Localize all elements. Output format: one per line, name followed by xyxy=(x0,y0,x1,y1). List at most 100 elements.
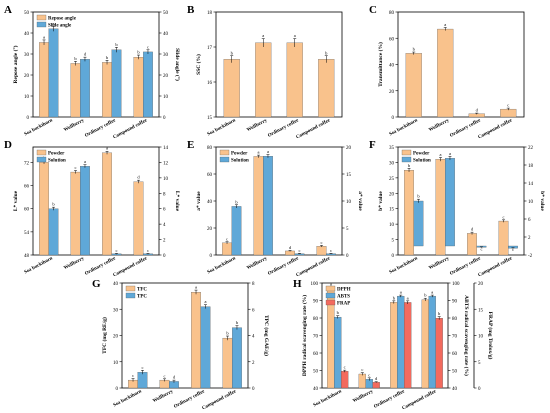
significance-letter: b xyxy=(438,311,441,316)
y-right-tick-label: 80 xyxy=(452,317,458,322)
y-right-tick-label: 6 xyxy=(163,208,166,213)
category-label: Compound coffee xyxy=(478,256,514,278)
y-right-tick-label: 90 xyxy=(452,300,458,305)
significance-letter: c xyxy=(75,165,77,170)
significance-letter: c xyxy=(321,240,323,245)
significance-letter: d xyxy=(471,227,474,232)
significance-letter: a xyxy=(195,285,197,290)
significance-letter: c xyxy=(164,373,166,378)
y-far-right-tick-label: 15 xyxy=(478,308,484,313)
significance-letter: a xyxy=(204,299,206,304)
panel-label: C xyxy=(369,4,377,16)
y-tick-label: 30 xyxy=(389,161,395,166)
category-label: Sea buckthorn xyxy=(389,118,419,137)
y-right-tick-label: -2 xyxy=(528,254,533,259)
panel-label: G xyxy=(92,278,101,290)
legend-swatch xyxy=(401,149,412,156)
bar xyxy=(143,51,153,118)
legend-swatch xyxy=(36,21,47,28)
significance-letter: b xyxy=(424,293,427,298)
significance-letter: b xyxy=(235,199,238,204)
y-right-tick-label: 14 xyxy=(528,182,534,187)
legend-swatch xyxy=(36,14,47,21)
plot-frame xyxy=(32,11,160,118)
bar xyxy=(318,59,335,118)
y-right-axis-label: Slide angle (°) xyxy=(174,48,181,81)
panel-label: E xyxy=(187,139,194,151)
significance-letter: a xyxy=(262,33,264,38)
y-right-axis-label: L* value xyxy=(174,191,180,212)
y-right-tick-label: 22 xyxy=(528,146,534,151)
category-label: Wolfberry xyxy=(428,118,450,133)
significance-letter: d xyxy=(84,52,87,57)
y-tick-label: 90 xyxy=(313,300,319,305)
y-right-tick-label: 10 xyxy=(163,177,169,182)
y-tick-label: 30 xyxy=(24,53,30,58)
bar xyxy=(316,246,327,256)
category-label: Wolfberry xyxy=(152,389,174,404)
panel-D: D 48 54 60 66 72 L* value 0 2 4 6 8 10 12 14 L* value b c… xyxy=(4,139,180,278)
legend-label: Solution xyxy=(413,158,431,163)
y-right-axis-label: b* value xyxy=(539,191,545,211)
y-right-tick-label: 2 xyxy=(528,236,531,241)
significance-letter: a xyxy=(330,281,332,286)
panel-label: B xyxy=(187,4,195,16)
y-tick-label: 60 xyxy=(207,173,213,178)
y-right-tick-label: 6 xyxy=(528,218,531,223)
y-right-tick-label: 50 xyxy=(452,370,458,375)
y-right-tick-label: 40 xyxy=(452,387,458,392)
legend-swatch xyxy=(125,292,136,299)
bar xyxy=(435,318,443,389)
significance-letter: b xyxy=(115,42,118,47)
bar xyxy=(404,169,414,256)
category-label: Wolfberry xyxy=(352,389,374,404)
bar xyxy=(48,208,59,256)
legend-label: Solution xyxy=(48,158,66,163)
significance-letter: a xyxy=(267,149,269,154)
y-far-right-axis-label: FRAP (mg Trolox/g) xyxy=(487,312,494,360)
category-label: Sea buckthorn xyxy=(207,256,237,275)
y-tick-label: 70 xyxy=(313,335,319,340)
bar xyxy=(498,220,509,256)
significance-letter: c xyxy=(503,214,505,219)
significance-letter: c xyxy=(147,248,149,253)
bar xyxy=(445,158,455,247)
significance-letter: a xyxy=(258,150,260,155)
bar xyxy=(286,42,303,118)
category-label: Compound coffee xyxy=(296,256,332,278)
bar xyxy=(223,59,240,118)
panel-label: A xyxy=(4,4,12,16)
panel-label: F xyxy=(369,139,376,151)
y-tick-label: 60 xyxy=(24,208,30,213)
y-tick-label: 15 xyxy=(207,116,213,121)
category-label: Sea buckthorn xyxy=(207,118,237,137)
y-tick-label: 5 xyxy=(392,239,395,244)
bar xyxy=(334,316,342,389)
bar xyxy=(39,42,49,118)
panel-label: H xyxy=(293,278,302,290)
bar xyxy=(500,108,517,118)
bar xyxy=(341,371,349,389)
y-right-tick-label: 60 xyxy=(452,352,458,357)
y-tick-label: 100 xyxy=(311,282,319,287)
significance-letter: b xyxy=(408,163,411,168)
y-right-tick-label: 15 xyxy=(346,173,352,178)
category-label: Compound coffee xyxy=(202,389,238,411)
category-label: Wolfberry xyxy=(63,118,85,133)
y-far-right-tick-label: 10 xyxy=(478,335,484,340)
y-tick-label: 20 xyxy=(207,227,213,232)
significance-letter: b xyxy=(236,320,239,325)
bar xyxy=(428,295,436,389)
y-tick-label: 50 xyxy=(313,370,319,375)
y-tick-label: 80 xyxy=(389,11,395,16)
significance-letter: d xyxy=(173,375,176,380)
legend-label: Powder xyxy=(231,151,248,156)
bar xyxy=(413,200,424,247)
y-tick-label: 17 xyxy=(207,46,213,51)
y-far-right-tick-label: 20 xyxy=(478,282,484,287)
bar xyxy=(405,53,422,118)
legend-swatch xyxy=(325,292,336,299)
legend-swatch xyxy=(36,156,47,163)
significance-letter: b xyxy=(413,47,416,52)
